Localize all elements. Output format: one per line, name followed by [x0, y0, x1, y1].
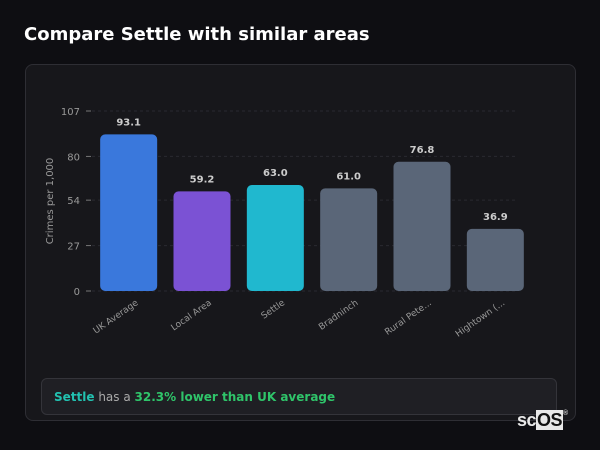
x-tick-label: Local Area — [170, 298, 214, 333]
x-tick-label: Bradninch — [317, 298, 360, 332]
x-tick-label: UK Average — [92, 298, 141, 336]
logo-mark: ® — [563, 410, 568, 417]
bar-value-label: 59.2 — [190, 174, 215, 185]
insight-box: Settle has a 32.3% lower than UK average — [41, 378, 557, 415]
logo-text-b: OS — [536, 410, 564, 430]
insight-highlight: 32.3% lower than UK average — [134, 390, 336, 404]
bar-5 — [466, 228, 524, 291]
bar-1 — [173, 191, 231, 291]
scos-logo: scOS® — [517, 410, 568, 431]
y-tick-label: 27 — [67, 242, 80, 253]
y-axis-label: Crimes per 1,000 — [45, 158, 56, 245]
bar-value-label: 93.1 — [116, 117, 141, 128]
y-tick-label: 80 — [67, 152, 80, 163]
bar-0 — [100, 134, 158, 291]
x-tick-label: Hightown (... — [454, 298, 507, 339]
logo-text-a: sc — [517, 410, 537, 430]
bar-value-label: 61.0 — [336, 171, 361, 182]
bar-value-label: 36.9 — [483, 212, 508, 223]
y-tick-label: 107 — [61, 107, 80, 118]
bar-3 — [320, 188, 378, 291]
y-tick-label: 0 — [74, 287, 80, 298]
bar-value-label: 63.0 — [263, 168, 288, 179]
bar-2 — [246, 185, 304, 291]
page-title: Compare Settle with similar areas — [24, 24, 370, 45]
bar-4 — [393, 161, 451, 291]
x-tick-label: Rural Pete... — [383, 298, 433, 337]
x-tick-label: Settle — [260, 298, 288, 322]
insight-area: Settle — [54, 390, 95, 404]
y-tick-label: 54 — [67, 196, 80, 207]
bar-value-label: 76.8 — [410, 145, 435, 156]
insight-text: has a — [94, 390, 135, 404]
